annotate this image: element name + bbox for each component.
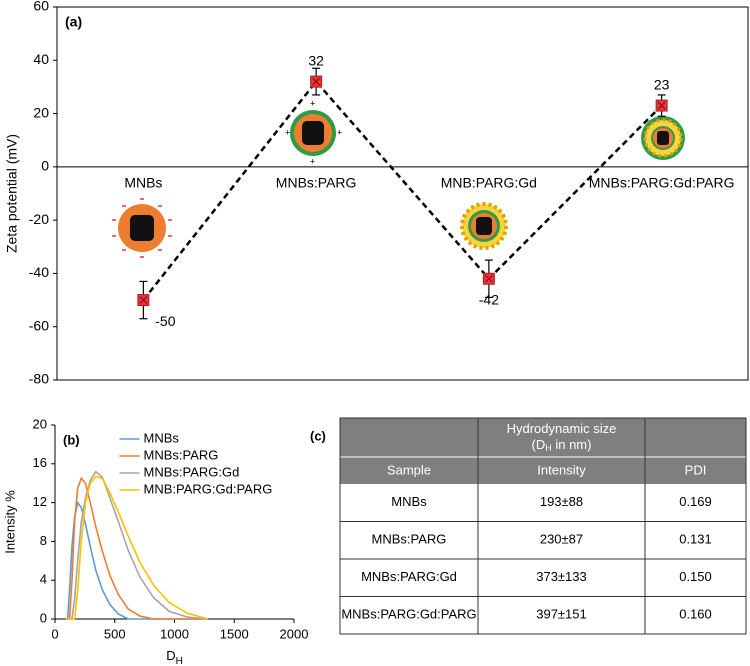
marker-cross	[485, 274, 493, 283]
x-tick-label: 1000	[160, 626, 189, 641]
y-tick-label: -80	[29, 371, 49, 387]
point-marker	[310, 75, 323, 88]
y-tick-label: 40	[33, 51, 49, 67]
panel-label: (c)	[310, 428, 326, 443]
y-tick-label: -40	[29, 264, 49, 280]
x-axis-label-sub: H	[176, 656, 183, 666]
particle-icons: + + + +	[112, 98, 685, 258]
x-tick-label: MNBs:PARG:Gd:PARG	[589, 175, 735, 191]
data-line	[142, 79, 663, 301]
table-header-bg	[340, 418, 746, 484]
y-axis-label: Intensity %	[2, 490, 17, 554]
x-tick-label: MNBs:PARG	[276, 175, 357, 191]
point-marker	[655, 99, 668, 112]
group-header: (DH in nm)	[532, 437, 592, 453]
x-tick-label: 500	[104, 626, 126, 641]
table-cell: MNBs:PARG	[372, 532, 447, 547]
y-tick-label: -60	[29, 317, 49, 333]
data-label: 32	[308, 52, 324, 68]
column-header: Intensity	[537, 462, 586, 477]
series-line	[65, 475, 209, 620]
x-tick-label: MNBs	[124, 175, 162, 191]
x-tick-label: MNB:PARG:Gd	[441, 175, 537, 191]
group-header-pre: (D	[532, 437, 546, 452]
table-cell: MNBs	[391, 494, 427, 509]
point-marker	[482, 272, 495, 285]
table-cell: 0.150	[679, 569, 712, 584]
y-tick-label: -20	[29, 211, 49, 227]
y-tick-label: 0	[40, 610, 47, 625]
x-tick-label: 1500	[220, 626, 249, 641]
y-tick-label: 20	[33, 416, 47, 431]
marker-cross	[312, 77, 320, 86]
table-cell: 373±133	[536, 569, 587, 584]
marker-cross	[657, 101, 666, 110]
table-cell: 0.160	[679, 607, 712, 622]
data-label: 23	[654, 76, 670, 92]
y-axis-label: Zeta potential (mV)	[4, 134, 20, 253]
legend-label: MNBs:PARG:Gd	[144, 464, 240, 479]
table-cell: MNBs:PARG:Gd:PARG	[341, 607, 476, 622]
column-header: Sample	[387, 462, 431, 477]
series-line	[65, 476, 209, 620]
group-header-line1: Hydrodynamic size	[507, 421, 617, 436]
svg-text:+: +	[310, 156, 315, 166]
svg-text:+: +	[285, 127, 290, 137]
group-header-post: in nm)	[552, 437, 592, 452]
svg-text:+: +	[310, 98, 315, 108]
table-cell: 230±87	[540, 532, 583, 547]
y-tick-label: 20	[33, 104, 49, 120]
legend-label: MNBs:PARG	[144, 447, 219, 462]
x-axis-label-main: D	[166, 648, 175, 663]
column-header: PDI	[685, 462, 707, 477]
y-tick-label: 12	[33, 494, 47, 509]
table-cell: 0.131	[679, 532, 712, 547]
legend-label: MNB:PARG:Gd:PARG	[144, 481, 273, 496]
group-header: Hydrodynamic size	[507, 421, 617, 436]
x-tick-label: 2000	[280, 626, 309, 641]
group-header-sub: H	[545, 443, 552, 453]
panel-label: (a)	[65, 14, 82, 30]
marker-cross	[139, 296, 148, 304]
table-cell: 193±88	[540, 494, 583, 509]
point-marker	[137, 294, 150, 307]
y-tick-label: 16	[33, 455, 47, 470]
y-tick-label: 4	[40, 572, 47, 587]
table-frame	[339, 417, 747, 635]
y-tick-label: 60	[33, 0, 49, 14]
x-axis-label: DH	[166, 648, 183, 666]
plot-frame	[56, 6, 749, 381]
legend-label: MNBs	[144, 430, 180, 445]
svg-text:+: +	[337, 127, 342, 137]
x-tick-label: 0	[51, 626, 58, 641]
y-tick-label: 0	[41, 158, 49, 174]
series-line	[65, 500, 209, 620]
data-label: -50	[155, 313, 175, 329]
table-cell: 397±151	[536, 607, 587, 622]
panel-label: (b)	[63, 432, 80, 447]
data-label: -42	[479, 291, 499, 307]
y-tick-label: 8	[40, 533, 47, 548]
table-cell: 0.169	[679, 494, 712, 509]
table-cell: MNBs:PARG:Gd	[361, 569, 457, 584]
